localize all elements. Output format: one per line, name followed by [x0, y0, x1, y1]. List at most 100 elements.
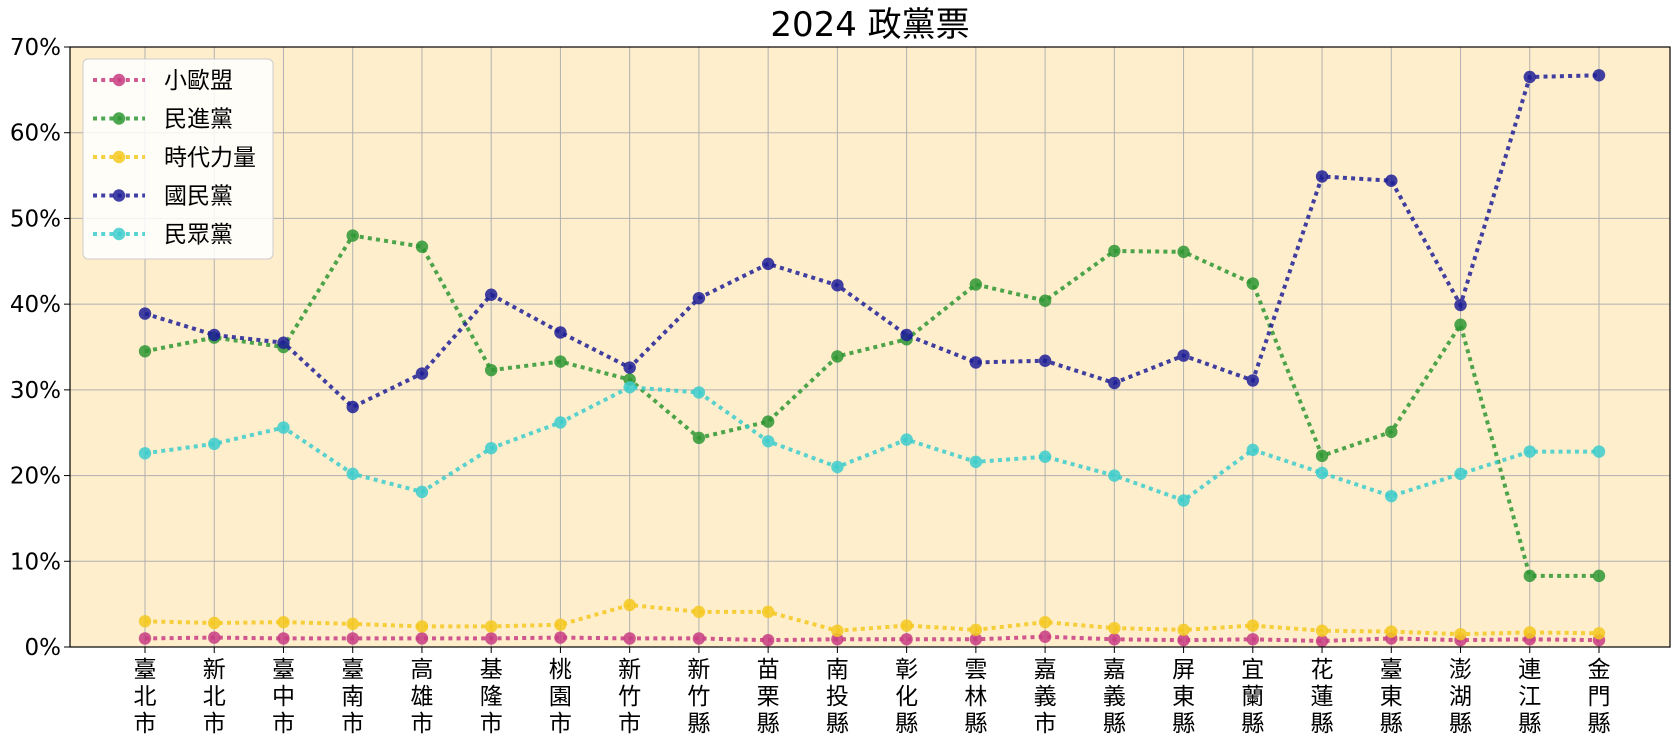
legend-box — [82, 58, 274, 260]
plot-background — [70, 47, 1670, 647]
data-point — [692, 431, 706, 445]
data-point — [1108, 633, 1121, 646]
data-point — [1315, 624, 1329, 637]
data-point — [1592, 69, 1606, 82]
y-tick-label: 10% — [10, 549, 61, 575]
y-tick-label: 70% — [10, 35, 61, 61]
x-tick-label: 嘉義市 — [1034, 657, 1057, 737]
x-tick-label: 基隆市 — [480, 657, 503, 737]
data-point — [969, 356, 983, 369]
data-point — [1108, 621, 1121, 635]
data-point — [761, 435, 775, 448]
data-point — [1246, 277, 1260, 290]
data-point — [692, 632, 706, 645]
x-tick-label: 金門縣 — [1588, 657, 1611, 737]
data-point — [969, 633, 983, 646]
data-point — [1385, 174, 1398, 187]
data-point — [900, 633, 913, 646]
legend-item: 民進黨 — [93, 107, 233, 133]
data-point — [623, 381, 636, 394]
data-point — [692, 291, 706, 305]
data-point — [900, 433, 913, 446]
data-point — [1385, 625, 1398, 638]
x-tick-label: 苗栗縣 — [757, 657, 780, 737]
x-tick-label: 臺中市 — [272, 657, 295, 737]
series — [138, 229, 1606, 583]
legend-swatch-marker — [112, 73, 126, 87]
data-point — [1038, 294, 1052, 307]
series-layer — [138, 69, 1606, 648]
legend-item: 國民黨 — [93, 184, 233, 210]
data-point — [554, 355, 567, 368]
data-point — [138, 307, 152, 320]
data-point — [1315, 449, 1329, 463]
data-point — [623, 598, 636, 612]
data-point — [969, 278, 983, 291]
data-point — [1177, 349, 1190, 362]
data-point — [277, 336, 290, 349]
data-point — [346, 400, 359, 414]
series — [138, 381, 1606, 507]
data-point — [138, 632, 152, 645]
data-point — [1315, 170, 1329, 183]
chart-title: 2024 政黨票 — [770, 5, 969, 45]
data-point — [831, 460, 844, 474]
data-point — [1038, 630, 1052, 643]
data-point — [1454, 298, 1467, 312]
data-point — [415, 485, 429, 499]
data-point — [415, 620, 429, 633]
data-point — [277, 615, 290, 629]
legend-item: 民眾黨 — [93, 222, 233, 248]
x-tick-label: 新竹市 — [618, 657, 641, 737]
x-tick-label: 花蓮縣 — [1311, 657, 1334, 737]
series-line — [144, 602, 1600, 637]
y-tick-label: 60% — [10, 121, 61, 147]
data-point — [1454, 467, 1467, 481]
data-point — [484, 620, 498, 633]
data-point — [1385, 425, 1398, 439]
x-tick-label: 桃園市 — [549, 657, 572, 737]
x-tick-label: 嘉義縣 — [1103, 657, 1126, 737]
data-point — [554, 326, 567, 339]
data-point — [1454, 318, 1467, 331]
data-point — [1108, 469, 1121, 482]
data-point — [1177, 245, 1190, 259]
data-point — [484, 632, 498, 645]
x-tick-label: 彰化縣 — [895, 657, 918, 737]
data-point — [1246, 633, 1260, 646]
legend-label: 時代力量 — [164, 145, 256, 171]
data-point — [761, 257, 775, 271]
series-line — [144, 385, 1599, 503]
legend-label: 國民黨 — [164, 184, 233, 210]
data-point — [138, 345, 152, 358]
data-point — [346, 467, 359, 481]
x-tick-label: 新北市 — [203, 657, 226, 737]
data-point — [1038, 450, 1052, 463]
data-point — [900, 619, 913, 632]
data-point — [1385, 489, 1398, 503]
data-point — [1108, 244, 1121, 258]
legend-item: 時代力量 — [93, 145, 256, 171]
data-point — [761, 605, 775, 619]
data-point — [415, 240, 429, 253]
x-tick-label: 高雄市 — [410, 657, 433, 737]
data-point — [623, 361, 636, 374]
data-point — [761, 633, 775, 647]
x-axis: 臺北市 新北市 臺中市 臺南市 高雄市 基隆市 桃園市 新竹市 新竹縣 苗栗縣 南投縣 彰化縣 雲林縣 嘉… — [134, 647, 1611, 737]
data-point — [1523, 626, 1536, 639]
x-tick-label: 宜蘭縣 — [1241, 657, 1264, 737]
data-point — [346, 229, 359, 242]
x-tick-label: 臺北市 — [134, 657, 157, 737]
data-point — [1177, 494, 1190, 507]
legend-swatch-marker — [112, 112, 126, 125]
data-point — [1592, 445, 1606, 458]
data-point — [484, 441, 498, 455]
data-point — [1592, 569, 1606, 583]
data-point — [554, 416, 567, 429]
series-line — [144, 233, 1599, 578]
data-point — [1592, 627, 1606, 640]
data-point — [1038, 615, 1052, 629]
y-tick-label: 0% — [25, 635, 62, 661]
